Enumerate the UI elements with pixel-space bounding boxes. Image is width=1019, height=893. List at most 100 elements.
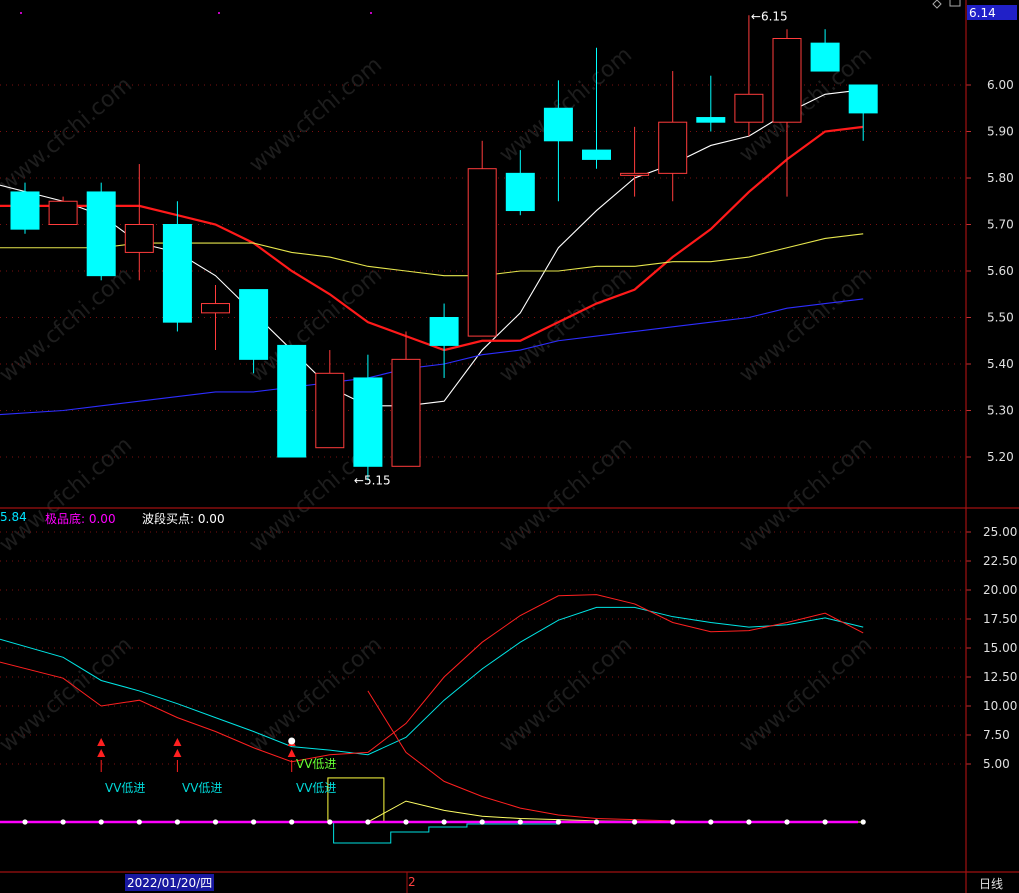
candle-body [810,42,840,72]
footer-marker: 2 [408,875,416,889]
candle-body [277,344,307,458]
current-price-tag: 6.14 [969,6,996,20]
indicator-tick-label: 7.50 [983,728,1010,742]
candle-body [543,107,573,142]
candle-body [582,149,611,160]
signal-label: VV低进 [296,757,336,771]
watermark: www.cfchi.com [735,432,877,557]
candle-body [429,317,459,346]
candle-body [772,38,802,123]
indicator-tick-label: 5.00 [983,757,1010,771]
high-price-marker: ←6.15 [751,9,788,23]
baseline-dot [708,819,714,825]
candle-body [734,93,764,123]
baseline-dot [746,819,752,825]
baseline-dot [22,819,28,825]
candle-body [696,117,726,123]
baseline-dot [136,819,142,825]
baseline-dot [98,819,104,825]
diamond-icon [932,0,942,9]
legend-value: 5.84 [0,510,27,524]
candle-body [124,224,154,253]
baseline-dot [60,819,66,825]
low-price-marker: ←5.15 [354,473,391,487]
signal-triangle [173,749,182,757]
price-tick-label: 5.70 [987,218,1014,232]
baseline-dot [479,819,485,825]
baseline-dot [593,819,600,825]
candle-body [620,172,650,176]
candle-body [162,224,192,323]
candle-body [353,377,383,467]
candle-body [467,168,497,337]
price-tick-label: 6.00 [987,78,1014,92]
top-dot [20,12,22,14]
candle-body [201,303,230,314]
candle-body [239,289,269,360]
price-tick-label: 5.80 [987,171,1014,185]
price-tick-label: 5.20 [987,450,1014,464]
baseline-dot [441,819,447,825]
indicator-tick-label: 25.00 [983,525,1017,539]
baseline-dot [251,819,257,825]
price-panel[interactable]: ←6.15 ←5.15 [0,9,878,487]
indicator-tick-label: 20.00 [983,583,1017,597]
top-dot [370,12,372,14]
baseline-dot [212,819,219,825]
indicator-panel[interactable]: VV低进 VV低进 VV低进 VV低进 [0,594,866,844]
signal-triangle [173,738,182,746]
watermark: www.cfchi.com [0,72,137,197]
candle-body [505,172,535,212]
signal-triangle [97,738,106,746]
indicator-tick-label: 12.50 [983,670,1017,684]
indicator-tick-label: 15.00 [983,641,1017,655]
signal-label: VV低进 [105,781,145,795]
baseline-dot [632,819,638,825]
price-tick-label: 5.90 [987,125,1014,139]
baseline-dot [555,819,562,825]
grid-lines [0,84,966,765]
price-tick-label: 5.30 [987,404,1014,418]
candle-body [391,358,421,467]
watermark: www.cfchi.com [0,432,137,557]
baseline-dot [784,819,790,825]
indicator-tick-label: 17.50 [983,612,1017,626]
signal-dot [288,737,296,745]
price-tick-label: 5.40 [987,357,1014,371]
date-label: 2022/01/20/四 [125,874,215,891]
watermark: www.cfchi.com [495,262,637,387]
baseline-dot [822,819,828,825]
baseline-dot [517,819,523,825]
watermark: www.cfchi.com [495,632,637,757]
candle-body [10,191,40,230]
watermark: www.cfchi.com [245,632,387,757]
baseline-dot [365,819,371,825]
toggle-icon [949,0,961,7]
watermark: www.cfchi.com [245,52,387,177]
period-label[interactable]: 日线 [979,877,1004,891]
baseline-dot [860,819,866,825]
watermark: www.cfchi.com [495,42,637,167]
ma-line-4 [0,298,864,416]
candle-body [315,372,345,449]
candle-body [86,191,116,277]
watermark: www.cfchi.com [735,262,877,387]
indicator-tick-label: 22.50 [983,554,1017,568]
price-tick-label: 5.50 [987,311,1014,325]
top-dot [218,12,220,14]
candle-body [658,121,688,174]
watermark: www.cfchi.com [0,262,137,387]
indicator-tick-label: 10.00 [983,699,1017,713]
baseline-dot [289,819,295,825]
candle-body [848,84,878,114]
baseline-dot [403,819,409,825]
signal-label: VV低进 [296,781,336,795]
watermark: www.cfchi.com [735,632,877,757]
watermark-layer: www.cfchi.com www.cfchi.com www.cfchi.com w… [0,42,877,757]
indicator-line-2 [0,594,864,763]
watermark: www.cfchi.com [0,632,137,757]
indicator-bar-cyan [333,822,559,844]
indicator-line-1 [0,606,864,756]
